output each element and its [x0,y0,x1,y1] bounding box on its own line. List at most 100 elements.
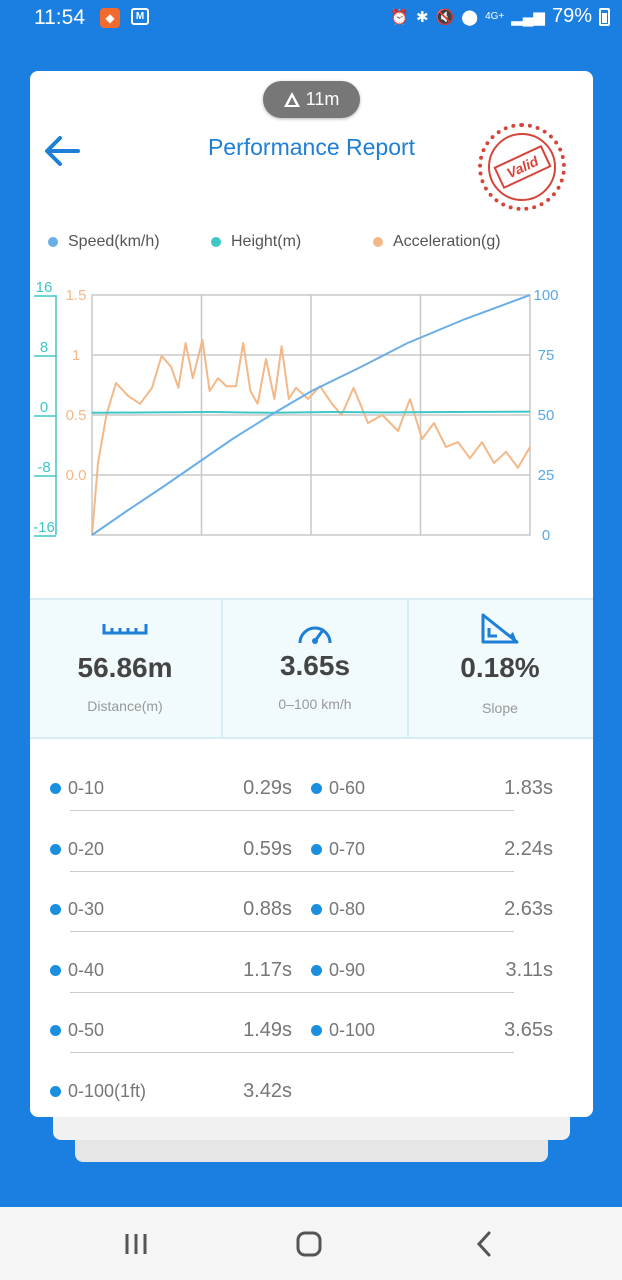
split-item: 0-100(1ft) [50,1076,146,1106]
speed-tick-label: 75 [538,347,555,364]
split-time: 0.88s [243,898,292,920]
speed-tick-label: 25 [538,467,555,484]
split-dot [50,1085,61,1097]
divider [70,810,514,811]
acceleration-tick-label: 0.0 [66,467,87,484]
slope-value: 0.18% [460,652,540,683]
mute-icon: 🔇 [435,8,455,26]
split-item: 0-10 [50,773,104,803]
split-label: 0-100(1ft) [68,1080,147,1101]
split-row: 0-100(1ft) 3.42s [30,1054,593,1114]
distance-label: Distance(m) [87,698,163,714]
split-time: 3.42s [243,1080,292,1102]
split-item: 0-30 [50,894,104,924]
divider [70,1052,514,1053]
legend-acceleration: Acceleration(g) [373,233,501,251]
location-icon: ⬤ [461,8,479,26]
acceleration-tick-label: 1 [72,347,80,364]
home-icon [296,1231,322,1256]
legend-speed-label: Speed(km/h) [68,233,160,250]
stat-time: 3.65s 0–100 km/h [221,600,409,737]
recent-apps-icon [125,1233,147,1254]
divider [70,992,514,993]
acceleration-tick-label: 1.5 [66,287,87,304]
performance-chart: 16 8 0 -8 -16 1.5 1 0.5 0.0 100 75 50 25 0 [33,279,558,544]
legend-acceleration-label: Acceleration(g) [393,233,501,250]
alarm-icon: ⏰ [390,8,410,26]
stat-slope: 0.18% Slope [407,600,593,737]
split-row: 0-20 0.59s 0-70 2.24s [30,812,593,872]
status-time: 11:54 [34,6,85,29]
gmail-icon: M [131,8,149,25]
stats-panel: 56.86m Distance(m) 3.65s 0–100 km/h 0.18… [30,598,593,739]
split-row: 0-50 1.49s 0-100 3.65s [30,993,593,1053]
mountain-icon [283,92,300,107]
split-dot [311,1024,322,1036]
network-type: 4G+ [485,10,505,22]
speed-tick-label: 50 [538,407,555,424]
split-time: 1.17s [243,959,292,981]
split-item: 0-20 [50,834,104,864]
split-label: 0-30 [68,898,105,919]
back-nav-button[interactable] [454,1207,514,1280]
split-time: 1.83s [504,777,553,799]
stamp-label: Valid [492,144,552,190]
app-notification-icon: ◆ [100,8,120,28]
split-item: 0-80 [311,894,365,924]
split-time: 3.65s [504,1019,553,1041]
split-label: 0-10 [68,777,105,798]
split-row: 0-30 0.88s 0-80 2.63s [30,872,593,932]
elevation-value: 11m [305,89,340,109]
split-dot [50,843,61,855]
height-tick-label: -8 [37,459,50,476]
legend-height-dot [211,237,221,247]
split-label: 0-20 [68,838,105,859]
split-dot [311,903,322,915]
battery-percent: 79% [551,5,592,27]
arrow-left-icon [45,136,80,166]
system-nav-bar [0,1207,622,1280]
legend-speed-dot [48,237,58,247]
signal-icon: ▂▄▆ [511,8,545,26]
split-time: 2.63s [504,898,553,920]
split-item: 0-40 [50,955,104,985]
split-label: 0-50 [68,1019,105,1040]
back-nav-icon [476,1231,491,1256]
battery-icon [599,7,610,26]
elevation-badge: 11m [263,81,360,118]
speed-line [91,294,531,536]
split-dot [50,782,61,794]
split-dot [50,1024,61,1036]
height-tick-label: 0 [40,399,48,416]
split-item: 0-60 [311,773,365,803]
back-button[interactable] [38,131,84,171]
recent-apps-button[interactable] [106,1207,166,1280]
ruler-icon [102,624,148,635]
home-button[interactable] [279,1207,339,1280]
speedometer-icon [298,626,332,644]
status-icons: ⏰ ✱ 🔇 ⬤ 4G+ ▂▄▆ 79% [390,5,610,28]
acceleration-line [91,338,531,536]
split-time: 0.59s [243,838,292,860]
speed-tick-label: 100 [533,287,558,304]
slope-icon [481,613,519,644]
split-dot [311,782,322,794]
bluetooth-icon: ✱ [416,8,429,26]
split-time: 0.29s [243,777,292,799]
time-value: 3.65s [279,650,351,681]
status-bar: 11:54 ◆ M ⏰ ✱ 🔇 ⬤ 4G+ ▂▄▆ 79% [0,0,622,36]
speed-tick-label: 0 [542,527,550,544]
time-label: 0–100 km/h [278,696,352,712]
split-item: 0-90 [311,955,365,985]
split-label: 0-80 [329,898,366,919]
split-item: 0-50 [50,1015,104,1045]
split-time: 2.24s [504,838,553,860]
valid-stamp: Valid [478,123,566,211]
chart-legend: Speed(km/h) Height(m) Acceleration(g) [30,233,593,257]
split-dot [311,964,322,976]
page-title: Performance Report [207,134,416,160]
split-row: 0-40 1.17s 0-90 3.11s [30,933,593,993]
legend-height: Height(m) [211,233,301,251]
split-row: 0-10 0.29s 0-60 1.83s [30,751,593,811]
split-item: 0-100 [311,1015,375,1045]
